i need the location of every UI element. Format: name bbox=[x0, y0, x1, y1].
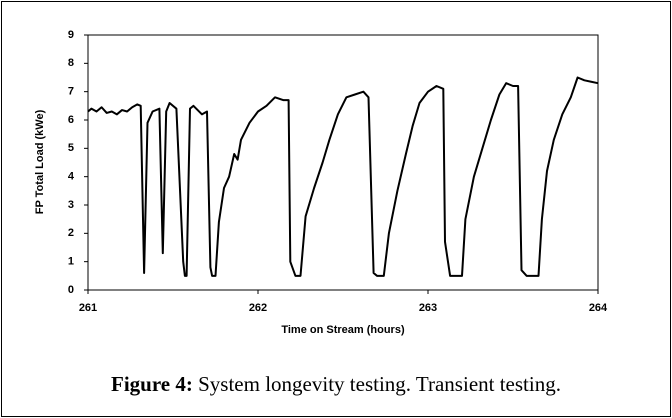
data-line bbox=[87, 76, 599, 277]
y-tick-label: 1 bbox=[68, 256, 74, 268]
y-tick-label: 7 bbox=[68, 86, 74, 98]
plot-frame bbox=[87, 34, 599, 291]
x-tick-label: 262 bbox=[249, 302, 267, 314]
caption-text: System longevity testing. Transient test… bbox=[198, 372, 561, 396]
y-tick-label: 3 bbox=[68, 199, 74, 211]
y-tick-label: 2 bbox=[68, 227, 74, 239]
caption-label: Figure 4: bbox=[111, 372, 193, 396]
y-tick-label: 6 bbox=[68, 114, 74, 126]
x-tick-label: 263 bbox=[419, 302, 437, 314]
y-tick-label: 5 bbox=[68, 142, 74, 154]
x-tick-label: 264 bbox=[589, 302, 608, 314]
x-tick-label: 261 bbox=[79, 302, 97, 314]
y-tick-label: 4 bbox=[68, 171, 75, 183]
y-tick-label: 0 bbox=[68, 284, 74, 296]
y-axis-label: FP Total Load (kWe) bbox=[34, 109, 46, 214]
x-axis-label: Time on Stream (hours) bbox=[281, 324, 405, 336]
y-tick-label: 9 bbox=[68, 29, 74, 41]
caption: Figure 4: System longevity testing. Tran… bbox=[111, 372, 561, 396]
y-tick-label: 8 bbox=[68, 57, 74, 69]
